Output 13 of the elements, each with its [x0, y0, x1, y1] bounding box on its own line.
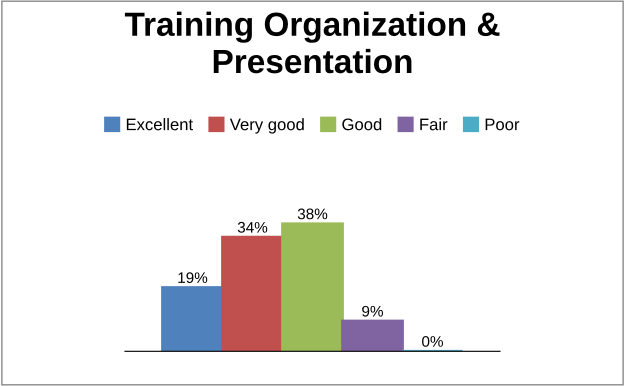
- chart-title: Training Organization & Presentation: [124, 12, 500, 74]
- legend-label: Poor: [486, 118, 520, 130]
- bar: [341, 320, 404, 352]
- data-label: 0%: [422, 336, 443, 347]
- data-label: 34%: [238, 222, 268, 233]
- data-label: 19%: [178, 272, 208, 284]
- legend-label: Excellent: [126, 118, 193, 130]
- data-label: 9%: [362, 306, 383, 317]
- legend-label: Very good: [230, 118, 304, 134]
- legend-label: Good: [342, 118, 382, 130]
- data-label: 38%: [298, 208, 328, 220]
- legend-label: Fair: [420, 118, 448, 130]
- bar: [281, 222, 344, 352]
